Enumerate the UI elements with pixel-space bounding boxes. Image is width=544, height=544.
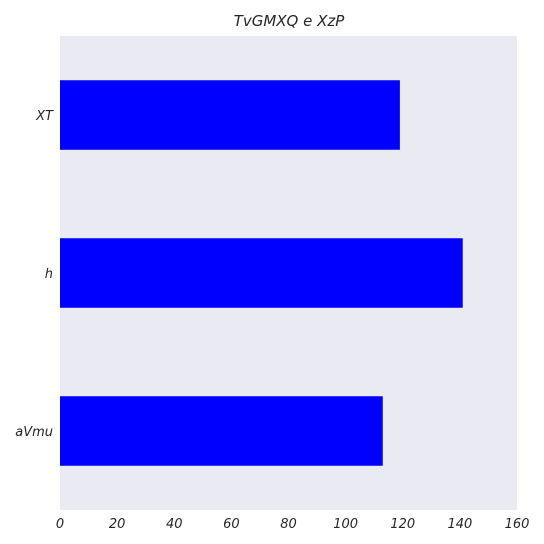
chart-title: TvGMXQ e XzP [234,12,346,30]
x-tick-label-160: 160 [505,517,530,532]
x-tick-label-80: 80 [280,517,297,532]
x-tick-label-140: 140 [447,517,472,532]
bar-h [60,238,463,308]
x-tick-label-0: 0 [56,517,64,532]
y-tick-label-h: h [45,267,53,282]
x-tick-label-100: 100 [333,517,358,532]
x-tick-label-60: 60 [223,517,240,532]
x-tick-label-120: 120 [390,517,415,532]
x-tick-label-20: 20 [109,517,126,532]
bar-aVmu [60,396,383,466]
bar-XT [60,80,400,150]
x-tick-label-40: 40 [166,517,183,532]
y-tick-label-XT: XT [35,109,54,124]
y-tick-label-aVmu: aVmu [15,425,53,440]
